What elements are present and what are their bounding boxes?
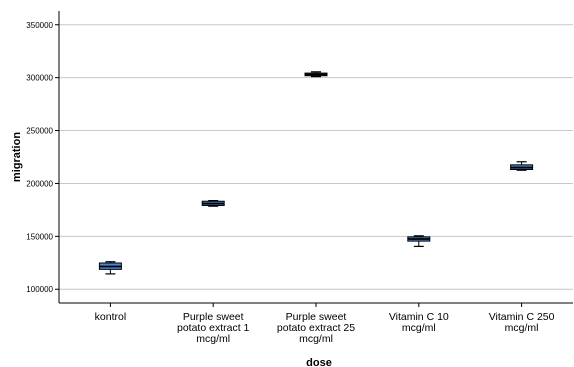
- y-tick-label: 300000: [26, 74, 53, 83]
- x-tick-label-line: mcg/ml: [505, 322, 539, 334]
- y-tick-label: 150000: [26, 232, 53, 241]
- x-tick-label-line: mcg/ml: [402, 322, 436, 334]
- box-4: [407, 235, 431, 247]
- y-axis-ticks: 100000 150000 200000 250000 300000 350000: [26, 21, 59, 294]
- x-axis-title: dose: [306, 357, 332, 367]
- box-2: [201, 199, 225, 207]
- y-axis-title: migration: [11, 132, 23, 182]
- x-tick-label: Vitamin C 250 mcg/ml: [489, 311, 555, 334]
- x-tick-label-line: Vitamin C 10: [389, 311, 449, 323]
- x-tick-label-line: mcg/ml: [299, 333, 333, 345]
- x-tick-label: Purple sweet potato extract 1 mcg/ml: [177, 311, 250, 345]
- x-tick-label-line: Vitamin C 250: [489, 311, 555, 323]
- boxes: [98, 71, 534, 275]
- x-tick-label-line: potato extract 25: [277, 322, 355, 334]
- x-tick-label-line: mcg/ml: [196, 333, 230, 345]
- gridlines: [59, 24, 573, 290]
- box-1: [98, 261, 122, 275]
- x-tick-label: Vitamin C 10 mcg/ml: [389, 311, 449, 334]
- x-axis-category-labels: kontrol Purple sweet potato extract 1 mcg/m…: [95, 303, 555, 345]
- x-tick-label-line: Purple sweet: [183, 311, 244, 323]
- x-tick-label-line: potato extract 1: [177, 322, 250, 334]
- x-tick-label-line: kontrol: [95, 311, 127, 323]
- y-tick-label: 100000: [26, 285, 53, 294]
- y-tick-label: 350000: [26, 21, 53, 30]
- box-3: [304, 71, 328, 78]
- x-tick-label-line: Purple sweet: [286, 311, 347, 323]
- y-tick-label: 200000: [26, 179, 53, 188]
- box-5: [510, 161, 534, 171]
- x-tick-label: kontrol: [95, 311, 127, 323]
- x-tick-label: Purple sweet potato extract 25 mcg/ml: [277, 311, 355, 345]
- y-tick-label: 250000: [26, 127, 53, 136]
